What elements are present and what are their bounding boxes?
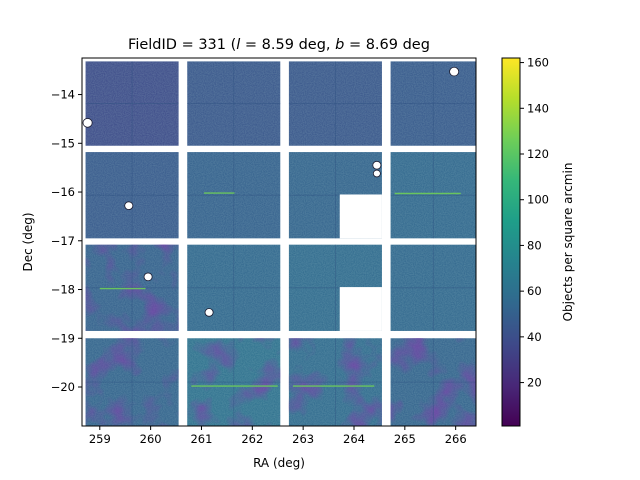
colorbar-label: Objects per square arcmin [561,163,575,322]
x-axis: 259 260 261 262 263 264 265 266 [89,426,467,446]
x-tick-label: 262 [241,432,263,446]
y-tick-label: −20 [51,380,75,394]
y-axis: −14 −15 −16 −17 −18 −19 −20 [51,88,82,394]
masked-star [82,118,93,128]
colorbar-ticks: 20 40 60 80 100 120 140 160 [520,56,549,390]
ccd-tile-texture [187,61,281,146]
ccd-tile-texture [288,61,382,146]
y-tick-label: −17 [51,234,75,248]
masked-star [124,201,134,210]
colorbar-tick-label: 100 [527,193,549,207]
x-axis-label: RA (deg) [253,456,305,470]
ccd-tile-texture [390,244,476,331]
y-tick-label: −18 [51,283,75,297]
ccd-tile-texture [390,152,476,239]
title-prefix: FieldID = 331 ( [128,37,236,53]
extinction-patch [85,244,179,331]
extinction-patch [85,338,179,426]
masked-star [143,272,153,282]
title-b-value: = 8.69 deg [344,37,430,53]
colorbar-tick-label: 20 [527,376,542,390]
colorbar-tick-label: 140 [527,101,549,115]
colorbar-tick-label: 160 [527,56,549,70]
x-tick-label: 261 [190,432,212,446]
extinction-patch [390,338,476,426]
masked-region [339,287,382,331]
ccd-tile-texture [187,244,281,331]
ccd-tile-texture [187,152,281,239]
x-tick-label: 264 [343,432,365,446]
colorbar-tick-label: 40 [527,330,542,344]
masked-star [204,308,214,317]
y-axis-label: Dec (deg) [21,212,35,271]
ccd-tile-texture [85,61,179,146]
masked-star [372,160,382,170]
x-tick-label: 260 [140,432,162,446]
masked-star [449,66,460,77]
chart-title: FieldID = 331 (l = 8.59 deg, b = 8.69 de… [128,37,430,53]
masked-star [372,169,381,178]
y-tick-label: −14 [51,88,75,102]
colorbar-tick-label: 60 [527,284,542,298]
extinction-patch [288,338,382,426]
y-tick-label: −16 [51,185,75,199]
y-tick-label: −15 [51,136,75,150]
masked-region [339,194,382,239]
x-tick-label: 263 [292,432,314,446]
title-b-symbol: b [335,37,344,53]
plot-frame [81,57,477,427]
title-l-value: = 8.59 deg, [240,37,335,53]
extinction-patch [187,338,281,426]
y-tick-label: −19 [51,331,75,345]
x-tick-label: 259 [89,432,111,446]
plot-area [82,61,476,426]
ccd-tile-texture [85,152,179,239]
ccd-tile-texture [390,61,476,146]
colorbar-tick-label: 120 [527,147,549,161]
colorbar-tick-label: 80 [527,238,542,252]
x-tick-label: 265 [394,432,416,446]
title-l-symbol: l [236,37,240,53]
x-tick-label: 266 [445,432,467,446]
colorbar [501,57,521,427]
